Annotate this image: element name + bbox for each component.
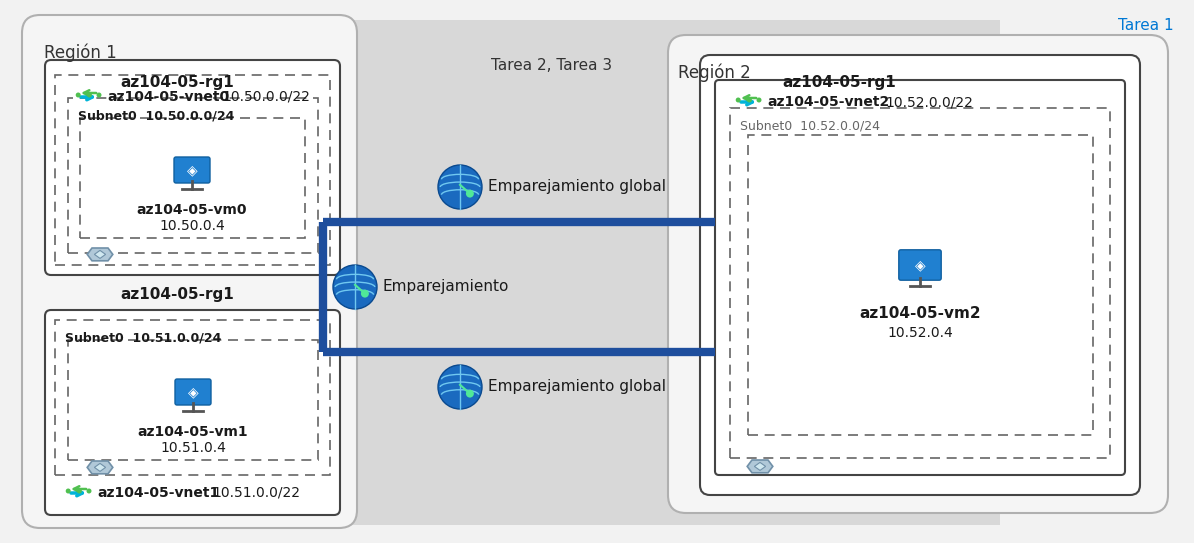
- Text: Subnet0  10.52.0.0/24: Subnet0 10.52.0.0/24: [740, 119, 880, 132]
- Bar: [68, 98, 318, 253]
- Text: az104-05-rg1: az104-05-rg1: [782, 75, 896, 91]
- Text: Tarea 1: Tarea 1: [1119, 18, 1174, 33]
- FancyBboxPatch shape: [174, 157, 210, 183]
- Circle shape: [466, 389, 474, 397]
- Text: az104-05-rg1: az104-05-rg1: [121, 74, 234, 90]
- Polygon shape: [94, 463, 105, 471]
- Polygon shape: [747, 460, 773, 473]
- Text: az104-05-vm0: az104-05-vm0: [137, 203, 247, 217]
- Circle shape: [466, 190, 474, 198]
- Text: 10.50.0.0/22: 10.50.0.0/22: [222, 90, 310, 104]
- FancyBboxPatch shape: [715, 80, 1125, 475]
- Text: Región 2: Región 2: [678, 63, 751, 81]
- Text: Emparejamiento global: Emparejamiento global: [488, 380, 666, 395]
- Circle shape: [87, 92, 92, 98]
- FancyBboxPatch shape: [45, 310, 340, 515]
- Bar: [310, 20, 1001, 525]
- Text: az104-05-rg1: az104-05-rg1: [121, 287, 234, 302]
- Bar: [730, 108, 1110, 458]
- Text: az104-05-vm1: az104-05-vm1: [137, 425, 248, 439]
- Text: 10.52.0.4: 10.52.0.4: [887, 326, 953, 340]
- Circle shape: [66, 489, 70, 494]
- Circle shape: [76, 489, 82, 494]
- Text: Tarea 2, Tarea 3: Tarea 2, Tarea 3: [491, 58, 613, 73]
- Text: Subnet0  10.51.0.0/24: Subnet0 10.51.0.0/24: [64, 331, 221, 344]
- Polygon shape: [94, 250, 105, 258]
- FancyBboxPatch shape: [667, 35, 1168, 513]
- Text: 10.52.0.0/22: 10.52.0.0/22: [885, 95, 973, 109]
- FancyBboxPatch shape: [176, 379, 211, 405]
- FancyBboxPatch shape: [899, 250, 941, 280]
- Text: Emparejamiento: Emparejamiento: [383, 280, 510, 294]
- Circle shape: [361, 289, 369, 298]
- Text: Subnet0  10.50.0.0/24: Subnet0 10.50.0.0/24: [78, 110, 234, 123]
- Bar: [55, 320, 330, 475]
- Circle shape: [736, 98, 740, 103]
- Bar: [80, 118, 304, 238]
- Circle shape: [438, 365, 482, 409]
- Text: ◈: ◈: [186, 163, 197, 177]
- Text: Emparejamiento global: Emparejamiento global: [488, 180, 666, 194]
- Text: az104-05-vm2: az104-05-vm2: [860, 306, 980, 320]
- Polygon shape: [87, 248, 112, 261]
- Circle shape: [75, 92, 81, 98]
- Bar: [55, 75, 330, 265]
- Text: az104-05-vnet2: az104-05-vnet2: [767, 95, 890, 109]
- Bar: [747, 135, 1093, 435]
- Circle shape: [97, 92, 101, 98]
- Text: 10.51.0.4: 10.51.0.4: [160, 441, 226, 455]
- Circle shape: [86, 489, 92, 494]
- Circle shape: [757, 98, 762, 103]
- Text: 10.50.0.4: 10.50.0.4: [159, 219, 224, 233]
- FancyBboxPatch shape: [45, 60, 340, 275]
- Circle shape: [333, 265, 377, 309]
- Text: Región 1: Región 1: [44, 43, 117, 61]
- Text: 10.51.0.0/22: 10.51.0.0/22: [213, 486, 300, 500]
- Bar: [68, 340, 318, 460]
- Text: az104-05-vnet0: az104-05-vnet0: [107, 90, 229, 104]
- FancyBboxPatch shape: [700, 55, 1140, 495]
- Circle shape: [747, 98, 752, 103]
- Polygon shape: [87, 461, 112, 474]
- Text: ◈: ◈: [187, 385, 198, 399]
- FancyBboxPatch shape: [21, 15, 357, 528]
- Polygon shape: [755, 463, 765, 470]
- Circle shape: [438, 165, 482, 209]
- Text: ◈: ◈: [915, 258, 925, 272]
- Text: az104-05-vnet1: az104-05-vnet1: [97, 486, 220, 500]
